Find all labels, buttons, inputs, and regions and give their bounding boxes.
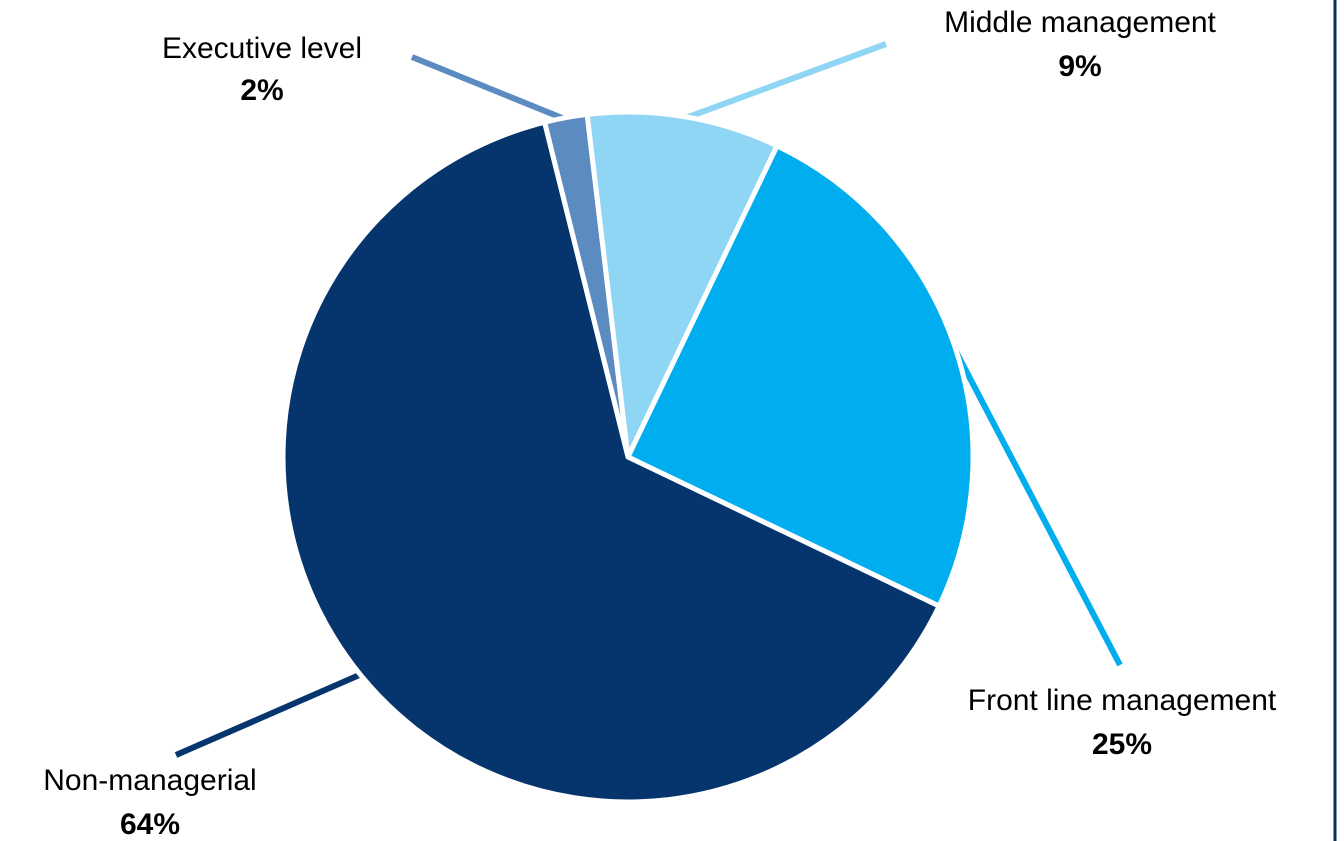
- leader-lines: [174, 41, 1123, 758]
- front-line-management-label: Front line management: [968, 684, 1277, 717]
- middle-management-slice: [584, 109, 780, 460]
- executive-level-label: Executive level: [162, 32, 362, 65]
- non-managerial-slice: [280, 119, 942, 805]
- front-line-management-slice: [625, 143, 976, 609]
- non-managerial-leader-line: [174, 671, 364, 758]
- pie-slices: [280, 109, 976, 805]
- non-managerial-percent: 64%: [120, 808, 180, 841]
- non-managerial-label: Non-managerial: [43, 764, 256, 797]
- middle-management-label: Middle management: [944, 6, 1216, 39]
- front-line-management-leader-line: [948, 341, 1123, 667]
- front-line-management-percent: 25%: [1092, 728, 1152, 761]
- executive-level-leader-line: [410, 54, 568, 123]
- middle-management-leader-line: [682, 41, 888, 122]
- executive-level-percent: 2%: [240, 74, 283, 107]
- slice-labels: Executive level 2% Middle management 9% …: [43, 6, 1277, 841]
- middle-management-percent: 9%: [1058, 50, 1101, 83]
